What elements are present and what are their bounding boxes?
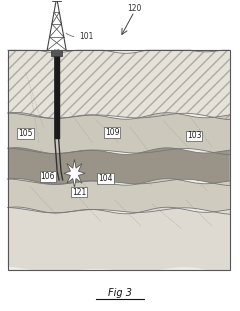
Text: 101: 101	[66, 32, 94, 41]
Text: 103: 103	[187, 132, 202, 141]
Polygon shape	[8, 113, 230, 155]
Polygon shape	[8, 207, 230, 270]
Text: Fig 3: Fig 3	[108, 288, 132, 298]
Text: 104: 104	[98, 174, 113, 183]
Text: 120: 120	[127, 4, 142, 13]
Bar	[8, 50, 230, 270]
Text: 109: 109	[105, 128, 119, 137]
Polygon shape	[64, 159, 85, 187]
Bar	[8, 50, 230, 270]
Polygon shape	[8, 50, 230, 120]
Bar	[52, 0, 61, 1]
Polygon shape	[8, 179, 230, 214]
Polygon shape	[8, 148, 230, 186]
Bar	[51, 50, 62, 56]
Text: 121: 121	[72, 188, 86, 197]
Text: 106: 106	[41, 172, 55, 181]
Text: 105: 105	[18, 129, 33, 138]
